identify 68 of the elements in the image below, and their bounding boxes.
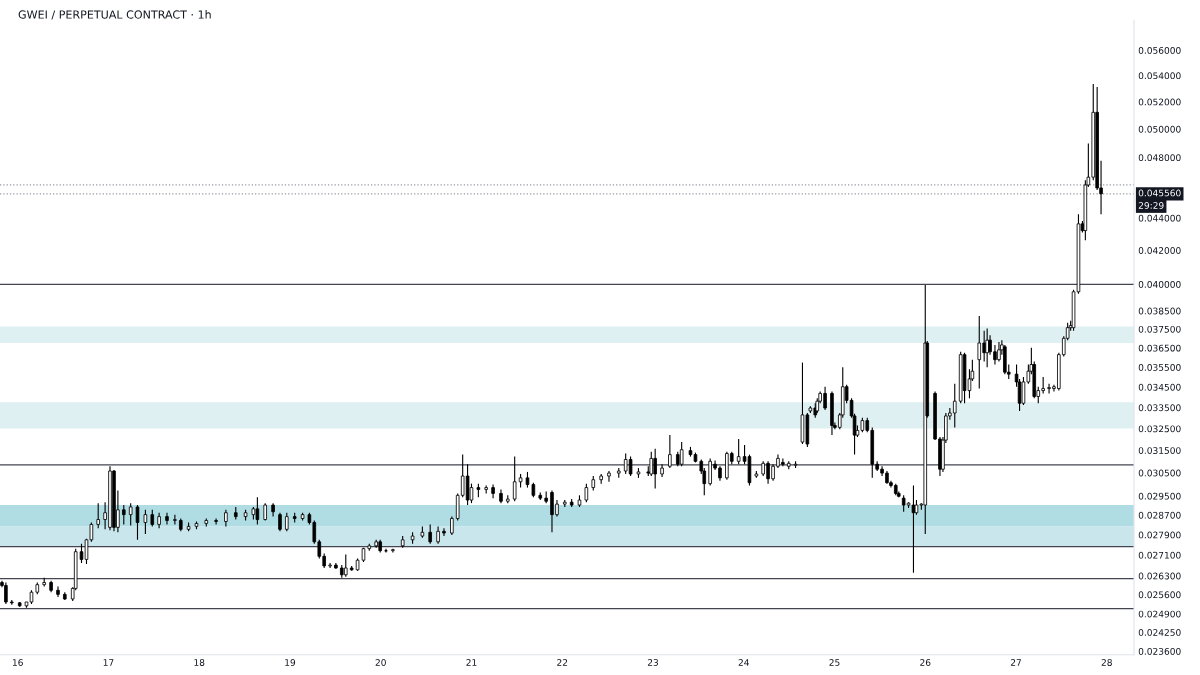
x-tick-label: 18 — [194, 659, 205, 666]
ref-line-label: 0.045560 — [1138, 189, 1181, 197]
y-tick-label: 0.036500 — [1138, 344, 1181, 352]
x-tick-label: 28 — [1101, 659, 1112, 666]
y-tick-label: 0.034500 — [1138, 383, 1181, 391]
candlestick — [165, 512, 169, 525]
candlestick — [465, 463, 470, 506]
text: 29:29 — [1138, 202, 1164, 209]
y-tick-label: 0.033500 — [1138, 404, 1181, 412]
candlestick — [584, 483, 589, 503]
y-tick-label: 0.025600 — [1138, 591, 1181, 599]
candlestick — [653, 448, 657, 490]
candlestick — [96, 502, 100, 529]
y-tick-label: 0.042000 — [1138, 247, 1181, 254]
y-tick-label: 0.027900 — [1138, 531, 1181, 539]
candlestick — [736, 438, 741, 465]
y-tick-label: 0.031500 — [1138, 447, 1181, 454]
x-tick-label: 24 — [738, 659, 749, 666]
y-tick-label: 0.056000 — [1138, 47, 1181, 54]
candlestick — [173, 514, 177, 525]
candlestick — [285, 512, 289, 532]
candlestick — [977, 315, 982, 390]
candlestick — [450, 516, 454, 536]
candlestick — [278, 512, 282, 532]
y-tick-label: 0.038500 — [1138, 307, 1181, 315]
x-tick-label: 23 — [647, 659, 659, 666]
y-tick-label: 0.050000 — [1138, 125, 1181, 133]
x-tick-label: 22 — [557, 659, 568, 666]
y-tick-label: 0.048000 — [1138, 154, 1181, 162]
candlestick — [997, 341, 1001, 363]
y-tick-label: 0.026300 — [1138, 572, 1181, 580]
candlestick — [122, 504, 126, 525]
candlestick — [442, 527, 446, 537]
chart-title: GWEI / PERPETUAL CONTRACT · 1h — [18, 10, 211, 20]
y-tick-label: 0.023600 — [1138, 647, 1181, 655]
candlestick — [952, 383, 957, 428]
candlestick — [668, 434, 672, 469]
y-tick-label: 0.054000 — [1138, 72, 1181, 80]
y-tick-label: 0.035500 — [1138, 363, 1181, 371]
y-tick-label: 0.040000 — [1138, 280, 1181, 288]
x-tick-label: 20 — [375, 659, 386, 666]
y-tick-label: 0.024250 — [1138, 629, 1181, 636]
x-tick-label: 26 — [920, 659, 931, 666]
x-tick-label: 21 — [466, 659, 477, 666]
x-tick-label: 27 — [1010, 659, 1021, 666]
candlestick — [4, 581, 8, 605]
candlestick — [135, 504, 140, 541]
y-tick-label: 0.029500 — [1138, 492, 1181, 500]
x-tick-label: 16 — [12, 659, 23, 666]
candlestick — [512, 456, 517, 502]
y-tick-label: 0.044000 — [1138, 214, 1181, 222]
y-tick-label: 0.052000 — [1138, 98, 1181, 106]
candlestick — [143, 509, 148, 535]
y-tick-label: 0.028700 — [1138, 511, 1181, 519]
y-tick-label: 0.032500 — [1138, 425, 1181, 433]
y-tick-label: 0.027100 — [1138, 551, 1181, 559]
y-tick-label: 0.037500 — [1138, 325, 1181, 333]
candlestick — [128, 502, 133, 526]
y-tick-label: 0.030500 — [1138, 469, 1181, 477]
candlestick — [628, 456, 633, 477]
y-tick-label: 0.024900 — [1138, 610, 1181, 618]
x-tick-label: 19 — [285, 659, 296, 666]
candlestick — [255, 496, 260, 525]
candlestick — [607, 470, 611, 483]
x-tick-label: 17 — [103, 659, 114, 666]
x-tick-label: 25 — [829, 659, 840, 666]
candlestick — [428, 523, 432, 545]
candlestick — [344, 553, 348, 578]
